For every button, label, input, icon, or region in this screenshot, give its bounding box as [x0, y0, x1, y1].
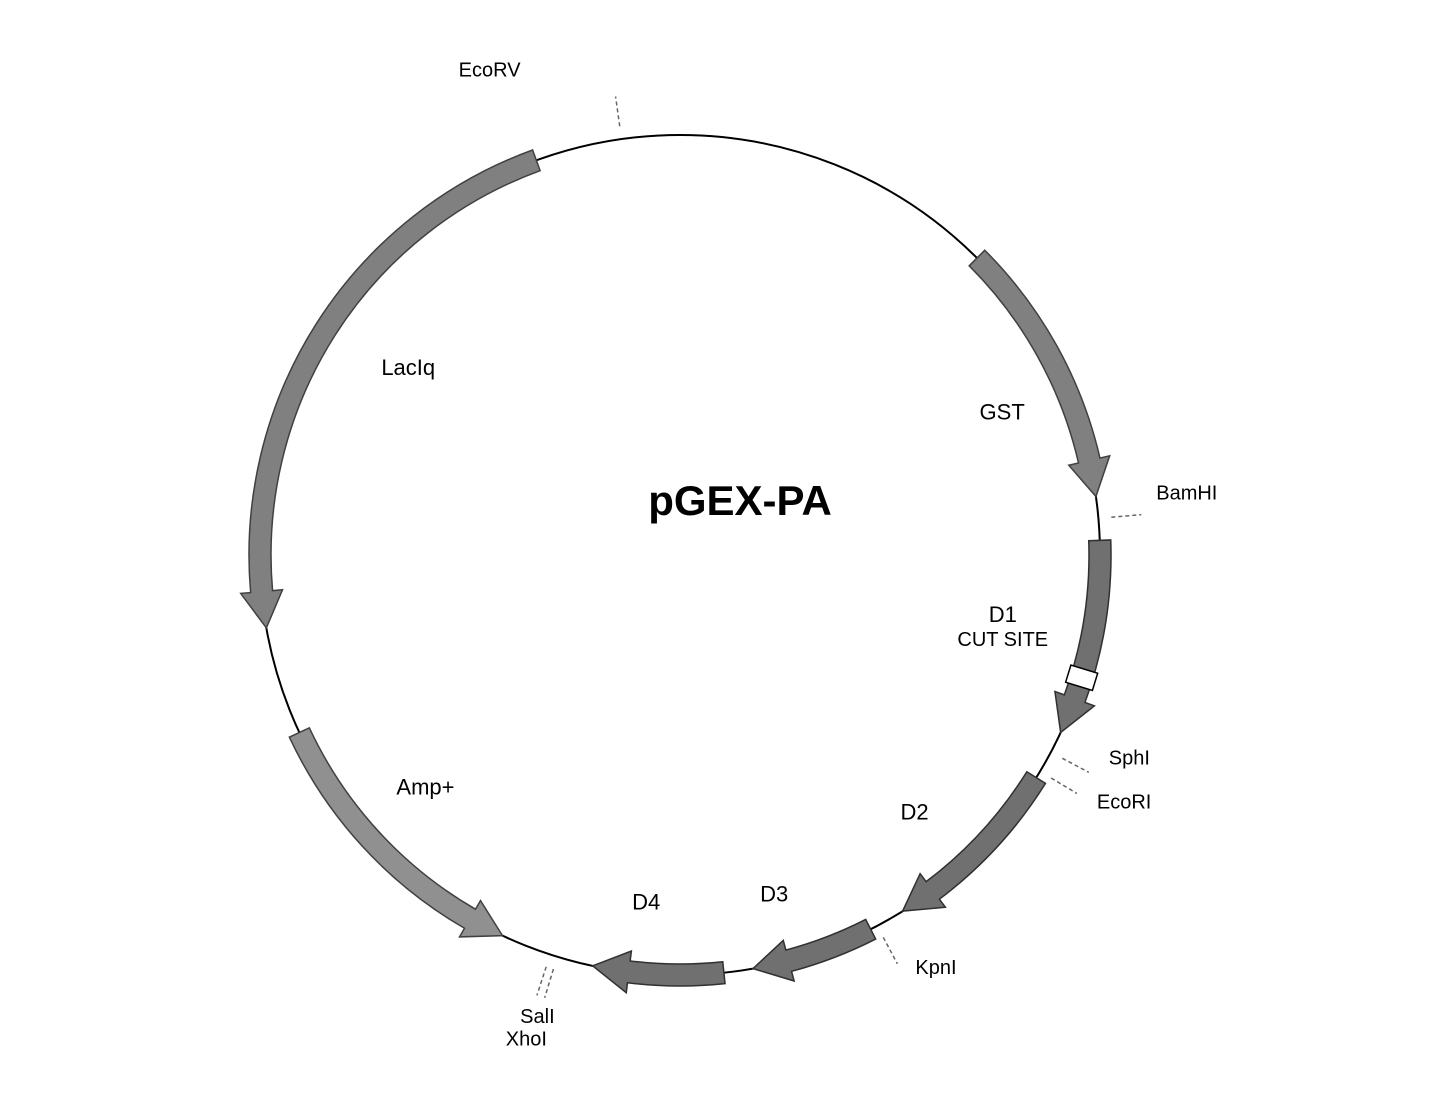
site-label-ecori: EcoRI	[1097, 791, 1151, 813]
site-tick-kpni	[883, 937, 897, 963]
feature-label-amp: Amp+	[396, 775, 454, 800]
feature-arrow-laciq	[241, 150, 540, 628]
feature-label-d3: D3	[760, 881, 788, 906]
feature-arrow-d2	[903, 772, 1046, 911]
site-label-sphi: SphI	[1109, 747, 1150, 769]
feature-arrow-d1	[1055, 540, 1111, 733]
site-tick-sali	[545, 969, 554, 998]
site-tick-sphi	[1062, 758, 1088, 772]
feature-label-d2: D2	[900, 800, 928, 825]
feature-label2-d1: CUT SITE	[957, 629, 1048, 651]
site-tick-ecori	[1051, 778, 1077, 793]
feature-arrow-amp	[289, 728, 502, 937]
feature-label-d4: D4	[632, 890, 660, 915]
features-group: GST D1CUT SITE D2 D3 D4 Amp+ LacIq	[241, 150, 1111, 993]
site-tick-bamhi	[1111, 515, 1141, 518]
site-tick-ecorv	[616, 97, 620, 127]
site-label-bamhi: BamHI	[1156, 483, 1217, 505]
plasmid-title: pGEX-PA	[648, 477, 832, 524]
site-label-xhoi: XhoI	[506, 1028, 547, 1050]
site-tick-xhoi	[537, 967, 546, 996]
feature-arrow-d4	[593, 951, 725, 993]
site-label-kpni: KpnI	[915, 957, 956, 979]
feature-arrow-gst	[969, 250, 1109, 496]
feature-label-gst: GST	[980, 399, 1025, 424]
plasmid-map: GST D1CUT SITE D2 D3 D4 Amp+ LacIq BamHI SphI Ec…	[0, 0, 1437, 1111]
feature-label-laciq: LacIq	[381, 355, 435, 380]
feature-arrow-d3	[753, 919, 876, 981]
feature-label-d1: D1	[989, 602, 1017, 627]
site-label-ecorv: EcoRV	[459, 60, 522, 82]
site-label-sali: SalI	[520, 1006, 554, 1028]
